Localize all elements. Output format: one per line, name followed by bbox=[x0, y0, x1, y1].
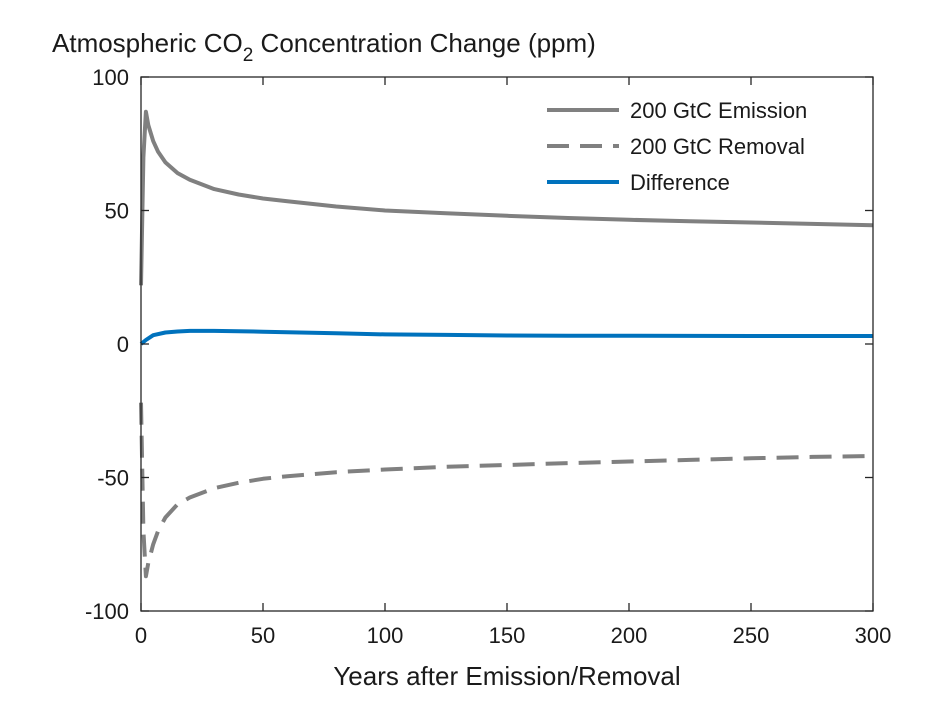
chart-title: Atmospheric CO2 Concentration Change (pp… bbox=[52, 28, 596, 66]
x-tick-label: 250 bbox=[733, 623, 770, 648]
series-line-2 bbox=[139, 402, 866, 579]
series-layer bbox=[139, 109, 874, 579]
series-line-1 bbox=[139, 109, 874, 286]
series-line-3 bbox=[139, 328, 873, 346]
x-tick-label: 0 bbox=[135, 623, 147, 648]
x-tick-label: 150 bbox=[489, 623, 526, 648]
x-tick-label: 300 bbox=[855, 623, 892, 648]
legend-label-1: 200 GtC Emission bbox=[630, 98, 807, 123]
x-tick-label: 50 bbox=[251, 623, 275, 648]
legend-label-2: 200 GtC Removal bbox=[630, 134, 805, 159]
y-tick-label: 0 bbox=[117, 332, 129, 357]
x-tick-label: 100 bbox=[367, 623, 404, 648]
chart-title-subscript: 2 bbox=[243, 45, 254, 66]
y-tick-label: 50 bbox=[105, 199, 129, 224]
y-tick-label: -50 bbox=[97, 466, 129, 491]
axes-layer: 0 50 100 150 200 250 300 -100 -50 0 50 100 bbox=[85, 65, 891, 648]
chart-title-suffix: Concentration Change (ppm) bbox=[253, 28, 596, 58]
legend: 200 GtC Emission 200 GtC Removal Differenc… bbox=[547, 98, 807, 195]
legend-label-3: Difference bbox=[630, 170, 730, 195]
y-tick-label: -100 bbox=[85, 599, 129, 624]
y-tick-label: 100 bbox=[92, 65, 129, 90]
x-tick-label: 200 bbox=[611, 623, 648, 648]
x-axis-label: Years after Emission/Removal bbox=[333, 661, 680, 691]
chart-title-prefix: Atmospheric CO bbox=[52, 28, 243, 58]
